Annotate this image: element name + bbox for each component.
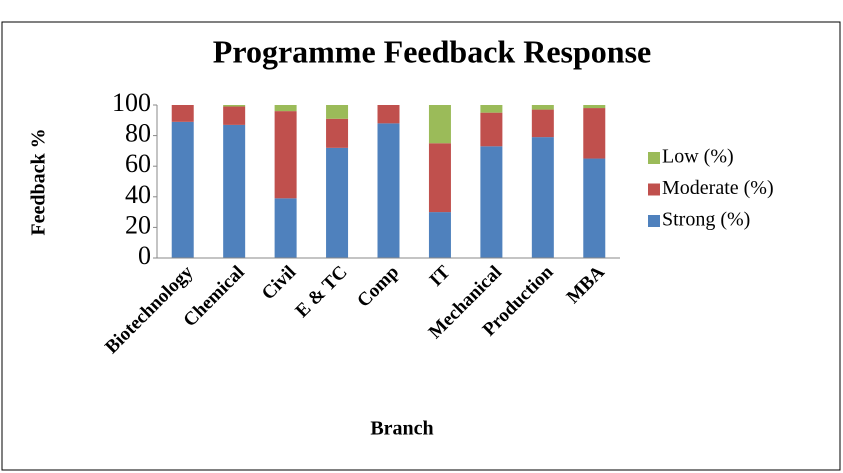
legend-swatch (648, 183, 660, 196)
legend-label: Strong (%) (662, 209, 750, 231)
bar-segment (531, 109, 554, 138)
bar-segment (274, 198, 297, 258)
y-tick-label: 0 (138, 241, 151, 270)
y-tick-label: 40 (125, 180, 151, 209)
bar-segment (326, 105, 349, 119)
bar-segment (326, 118, 349, 148)
legend-label: Low (%) (662, 146, 734, 168)
chart-title: Programme Feedback Response (213, 33, 651, 69)
y-axis-label: Feedback % (28, 128, 50, 235)
bar-segment (480, 112, 503, 147)
legend-swatch (648, 215, 660, 227)
bar-segment (428, 143, 451, 213)
bar-segment (377, 123, 400, 258)
bar-segment (171, 121, 194, 258)
bar-segment (531, 137, 554, 258)
bar-segment (480, 105, 503, 113)
bar-segment (428, 212, 451, 258)
legend-swatch (648, 152, 660, 164)
bar-segment (531, 105, 554, 110)
y-tick-label: 100 (112, 88, 151, 117)
bar-segment (326, 147, 349, 258)
bar-segment (223, 124, 246, 258)
legend-label: Moderate (%) (662, 177, 774, 199)
bar-segment (171, 105, 194, 122)
y-tick-label: 60 (125, 149, 151, 178)
bar-segment (274, 111, 297, 199)
bar-segment (377, 105, 400, 124)
bar-segment (480, 146, 503, 258)
bar-segment (583, 108, 606, 159)
bar-segment (428, 105, 451, 144)
y-tick-label: 20 (125, 210, 151, 239)
bar-segment (583, 158, 606, 258)
bar-segment (223, 105, 246, 107)
y-tick-label: 80 (125, 119, 151, 148)
bar-segment (274, 105, 297, 112)
bar-segment (223, 106, 246, 125)
chart-border (1, 21, 841, 471)
x-axis-label: Branch (370, 418, 433, 440)
bar-segment (583, 105, 606, 109)
